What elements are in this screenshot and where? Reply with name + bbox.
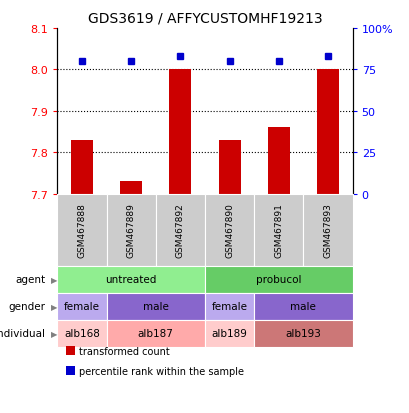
Bar: [316, 70, 338, 194]
Bar: [218, 140, 240, 194]
Text: agent: agent: [15, 275, 45, 285]
Text: ▶: ▶: [51, 275, 58, 284]
Text: percentile rank within the sample: percentile rank within the sample: [79, 366, 243, 376]
Text: GSM467893: GSM467893: [323, 203, 332, 258]
Text: alb168: alb168: [64, 328, 100, 339]
Text: GSM467892: GSM467892: [175, 203, 184, 258]
Text: male: male: [290, 301, 316, 312]
Text: alb189: alb189: [211, 328, 247, 339]
Text: GSM467891: GSM467891: [274, 203, 283, 258]
Text: female: female: [64, 301, 100, 312]
Text: GSM467888: GSM467888: [77, 203, 86, 258]
Text: GSM467889: GSM467889: [126, 203, 135, 258]
Text: male: male: [142, 301, 169, 312]
Bar: [71, 140, 93, 194]
Text: individual: individual: [0, 328, 45, 339]
Text: untreated: untreated: [105, 275, 157, 285]
Text: probucol: probucol: [256, 275, 301, 285]
Bar: [267, 128, 289, 194]
Text: transformed count: transformed count: [79, 346, 169, 356]
Text: female: female: [211, 301, 247, 312]
Text: GSM467890: GSM467890: [225, 203, 234, 258]
Bar: [120, 182, 142, 194]
Text: gender: gender: [8, 301, 45, 312]
Title: GDS3619 / AFFYCUSTOMHF19213: GDS3619 / AFFYCUSTOMHF19213: [88, 11, 321, 25]
Text: alb187: alb187: [137, 328, 173, 339]
Bar: [169, 70, 191, 194]
Text: alb193: alb193: [285, 328, 321, 339]
Text: ▶: ▶: [51, 329, 58, 338]
Text: ▶: ▶: [51, 302, 58, 311]
